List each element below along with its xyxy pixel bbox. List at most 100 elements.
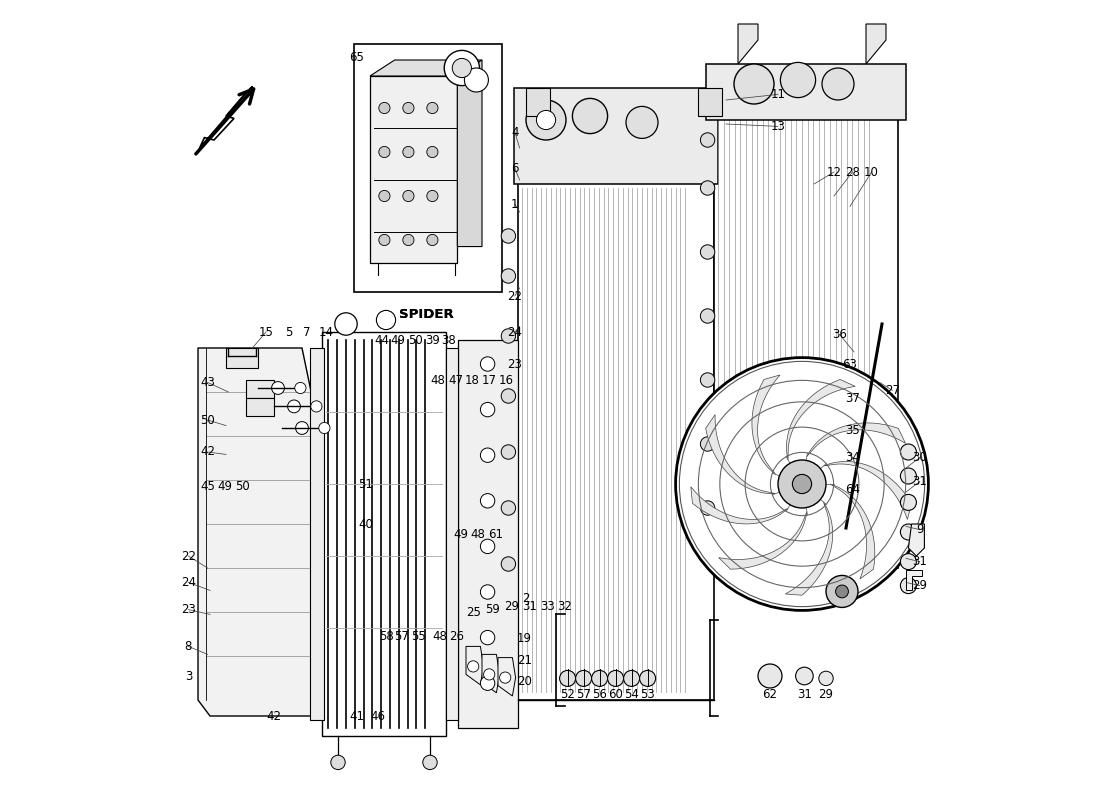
Circle shape (592, 670, 607, 686)
Circle shape (575, 670, 592, 686)
Circle shape (701, 373, 715, 387)
Polygon shape (830, 484, 874, 579)
Circle shape (272, 382, 285, 394)
Text: 63: 63 (843, 358, 857, 370)
Polygon shape (909, 524, 924, 556)
Text: 32: 32 (557, 600, 572, 613)
Circle shape (378, 146, 390, 158)
Text: 30: 30 (912, 451, 927, 464)
Bar (354, 44, 502, 292)
Text: 31: 31 (521, 600, 537, 613)
Circle shape (481, 357, 495, 371)
Circle shape (468, 661, 478, 672)
Text: 64: 64 (845, 483, 860, 496)
Text: 42: 42 (266, 710, 282, 722)
Circle shape (901, 578, 916, 594)
Text: 41: 41 (349, 710, 364, 722)
Text: 1: 1 (512, 198, 518, 210)
Circle shape (502, 501, 516, 515)
Bar (446, 348, 458, 720)
Circle shape (502, 229, 516, 243)
Circle shape (444, 50, 480, 86)
Polygon shape (738, 24, 758, 64)
Circle shape (452, 58, 472, 78)
Circle shape (778, 460, 826, 508)
Polygon shape (458, 60, 482, 246)
Text: 29: 29 (818, 688, 834, 701)
Bar (322, 332, 446, 736)
Polygon shape (370, 60, 482, 76)
Circle shape (901, 494, 916, 510)
Text: 13: 13 (771, 120, 785, 133)
Polygon shape (786, 379, 855, 460)
Circle shape (427, 234, 438, 246)
Polygon shape (246, 398, 274, 416)
Text: eurospares: eurospares (582, 242, 758, 270)
Circle shape (901, 524, 916, 540)
Text: 12: 12 (826, 166, 842, 178)
Text: 52: 52 (560, 688, 575, 701)
Circle shape (403, 146, 414, 158)
Polygon shape (466, 646, 484, 685)
Circle shape (502, 389, 516, 403)
Circle shape (780, 62, 815, 98)
Circle shape (331, 755, 345, 770)
Polygon shape (246, 380, 274, 398)
Circle shape (378, 102, 390, 114)
Text: 23: 23 (507, 358, 522, 370)
Polygon shape (785, 502, 833, 595)
Text: 40: 40 (359, 518, 373, 530)
Text: 24: 24 (507, 326, 522, 338)
Text: 43: 43 (200, 376, 214, 389)
Text: 35: 35 (845, 424, 860, 437)
Circle shape (295, 382, 306, 394)
Polygon shape (906, 570, 922, 590)
Circle shape (481, 539, 495, 554)
Text: 16: 16 (498, 374, 514, 386)
Text: 7: 7 (304, 326, 310, 338)
Text: 45: 45 (200, 480, 214, 493)
Circle shape (607, 670, 624, 686)
Text: 50: 50 (200, 414, 214, 426)
Text: 6: 6 (512, 162, 518, 174)
Text: 17: 17 (482, 374, 497, 386)
Polygon shape (824, 462, 912, 519)
Text: 62: 62 (762, 688, 778, 701)
Text: 53: 53 (640, 688, 654, 701)
Bar (310, 348, 324, 720)
Bar (698, 88, 722, 116)
Text: 57: 57 (576, 688, 591, 701)
Text: 29: 29 (504, 600, 519, 613)
Circle shape (502, 329, 516, 343)
Text: 48: 48 (432, 630, 447, 642)
Circle shape (287, 400, 300, 413)
Circle shape (822, 68, 854, 100)
Text: 59: 59 (485, 603, 499, 616)
Text: 51: 51 (359, 478, 373, 490)
Text: 15: 15 (258, 326, 274, 338)
Circle shape (334, 313, 358, 335)
Text: 2: 2 (522, 592, 530, 605)
Circle shape (901, 444, 916, 460)
Text: 20: 20 (517, 675, 531, 688)
Bar (706, 64, 906, 120)
Circle shape (422, 755, 437, 770)
Circle shape (499, 672, 510, 683)
Text: 9: 9 (916, 523, 923, 536)
Circle shape (572, 98, 607, 134)
Circle shape (464, 68, 488, 92)
Text: 22: 22 (507, 290, 522, 302)
Polygon shape (752, 375, 780, 474)
Text: 33: 33 (540, 600, 556, 613)
Circle shape (427, 190, 438, 202)
Circle shape (378, 234, 390, 246)
Text: 19: 19 (517, 632, 532, 645)
Polygon shape (718, 511, 807, 570)
Bar (526, 88, 550, 116)
Circle shape (792, 474, 812, 494)
Circle shape (701, 181, 715, 195)
Text: 44: 44 (374, 334, 389, 346)
Text: 50: 50 (235, 480, 250, 493)
Text: 25: 25 (466, 606, 482, 618)
Circle shape (481, 402, 495, 417)
